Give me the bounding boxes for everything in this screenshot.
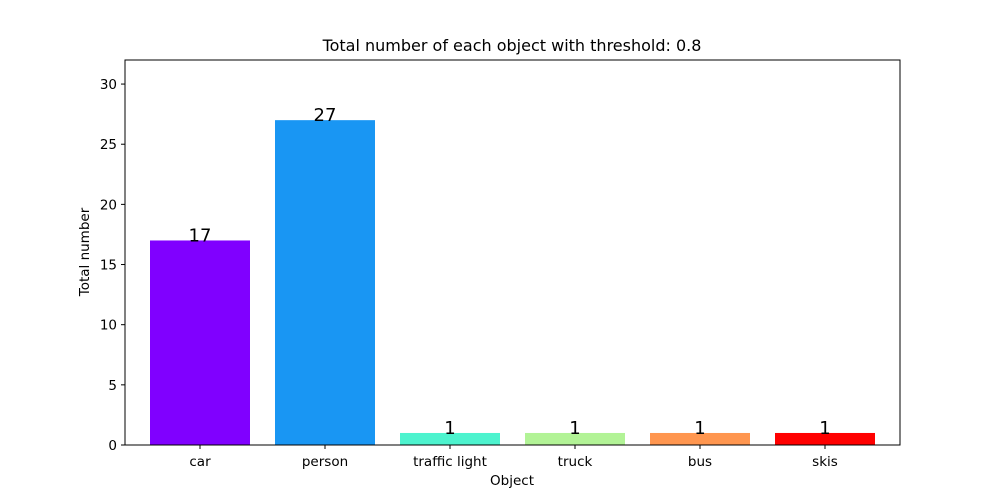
- x-tick-label-person: person: [302, 454, 348, 470]
- x-tick-label-bus: bus: [688, 454, 712, 470]
- bars-group: [150, 120, 875, 445]
- x-axis-title: Object: [490, 473, 534, 489]
- x-tick-label-truck: truck: [558, 454, 593, 470]
- bar-bus: [650, 432, 750, 445]
- x-axis: car person traffic light truck bus skis: [189, 445, 838, 470]
- y-tick-label-10: 10: [100, 318, 117, 334]
- bar-truck: [525, 432, 625, 445]
- y-tick-label-0: 0: [108, 438, 117, 454]
- y-tick-label-30: 30: [100, 77, 117, 93]
- data-labels-group: 17 27 1 1 1 1: [189, 105, 831, 439]
- y-axis: 0 5 10 15 20 25 30: [100, 77, 125, 454]
- y-tick-label-15: 15: [100, 258, 117, 274]
- data-label-traffic-light: 1: [444, 418, 455, 439]
- x-tick-label-traffic-light: traffic light: [413, 454, 487, 470]
- y-axis-title: Total number: [77, 207, 93, 297]
- y-tick-label-20: 20: [100, 197, 117, 213]
- data-label-truck: 1: [569, 418, 580, 439]
- data-label-car: 17: [189, 225, 212, 246]
- bar-person: [275, 120, 375, 445]
- bar-car: [150, 240, 250, 445]
- bar-traffic-light: [400, 432, 500, 445]
- data-label-person: 27: [314, 105, 337, 126]
- chart-title: Total number of each object with thresho…: [322, 36, 702, 55]
- y-tick-label-5: 5: [108, 378, 117, 394]
- data-label-bus: 1: [694, 418, 705, 439]
- data-label-skis: 1: [819, 418, 830, 439]
- y-tick-label-25: 25: [100, 137, 117, 153]
- bar-skis: [775, 432, 875, 445]
- x-tick-label-skis: skis: [812, 454, 838, 470]
- x-tick-label-car: car: [189, 454, 211, 470]
- plot-frame: [124, 59, 901, 446]
